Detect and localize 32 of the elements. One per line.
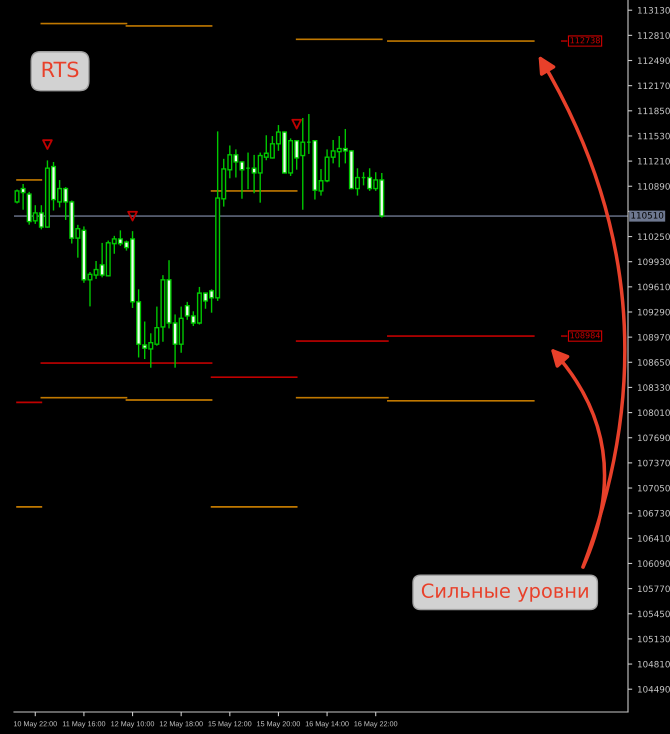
text: RTS: [42, 61, 78, 78]
y-tick-label: 113130: [638, 7, 670, 14]
y-tick-label: 104490: [638, 686, 670, 693]
y-tick-label: 105130: [638, 636, 670, 642]
y-tick-label: 105450: [638, 610, 670, 618]
y-tick-label: 111850: [638, 108, 670, 114]
y-tick-label: 107690: [638, 434, 670, 442]
y-tick-label: 111530: [638, 132, 670, 140]
annotation: 108984: [570, 332, 600, 338]
y-tick-label: 106410: [638, 535, 670, 542]
y-tick-label: 110890: [638, 183, 670, 190]
y-tick-label: 104810: [638, 660, 670, 668]
y-tick-label: 105770: [638, 585, 670, 592]
y-tick-label: 109930: [638, 258, 670, 266]
annotation: Сильные уровни: [422, 583, 588, 602]
y-tick-label: 108650: [638, 359, 670, 366]
y-tick-label: 112810: [638, 32, 670, 39]
y-tick-label: 109290: [638, 308, 670, 316]
y-tick-label: 108330: [638, 384, 670, 391]
annotation: 112738: [570, 37, 600, 44]
y-tick-label: 106730: [638, 510, 670, 517]
y-tick-label: 108970: [638, 334, 670, 341]
y-tick-label: 112170: [638, 82, 670, 90]
y-tick-label: 111210: [638, 158, 670, 165]
y-tick-label: 107370: [638, 460, 670, 466]
y-tick-label: 108010: [638, 409, 670, 416]
ref-line-label: 110510: [631, 212, 664, 219]
y-tick-label: 109610: [638, 284, 670, 290]
y-tick-label: 106090: [638, 560, 670, 567]
y-tick-label: 107050: [638, 484, 670, 492]
y-tick-label: 112490: [638, 57, 670, 64]
y-tick-label: 110250: [638, 233, 670, 240]
